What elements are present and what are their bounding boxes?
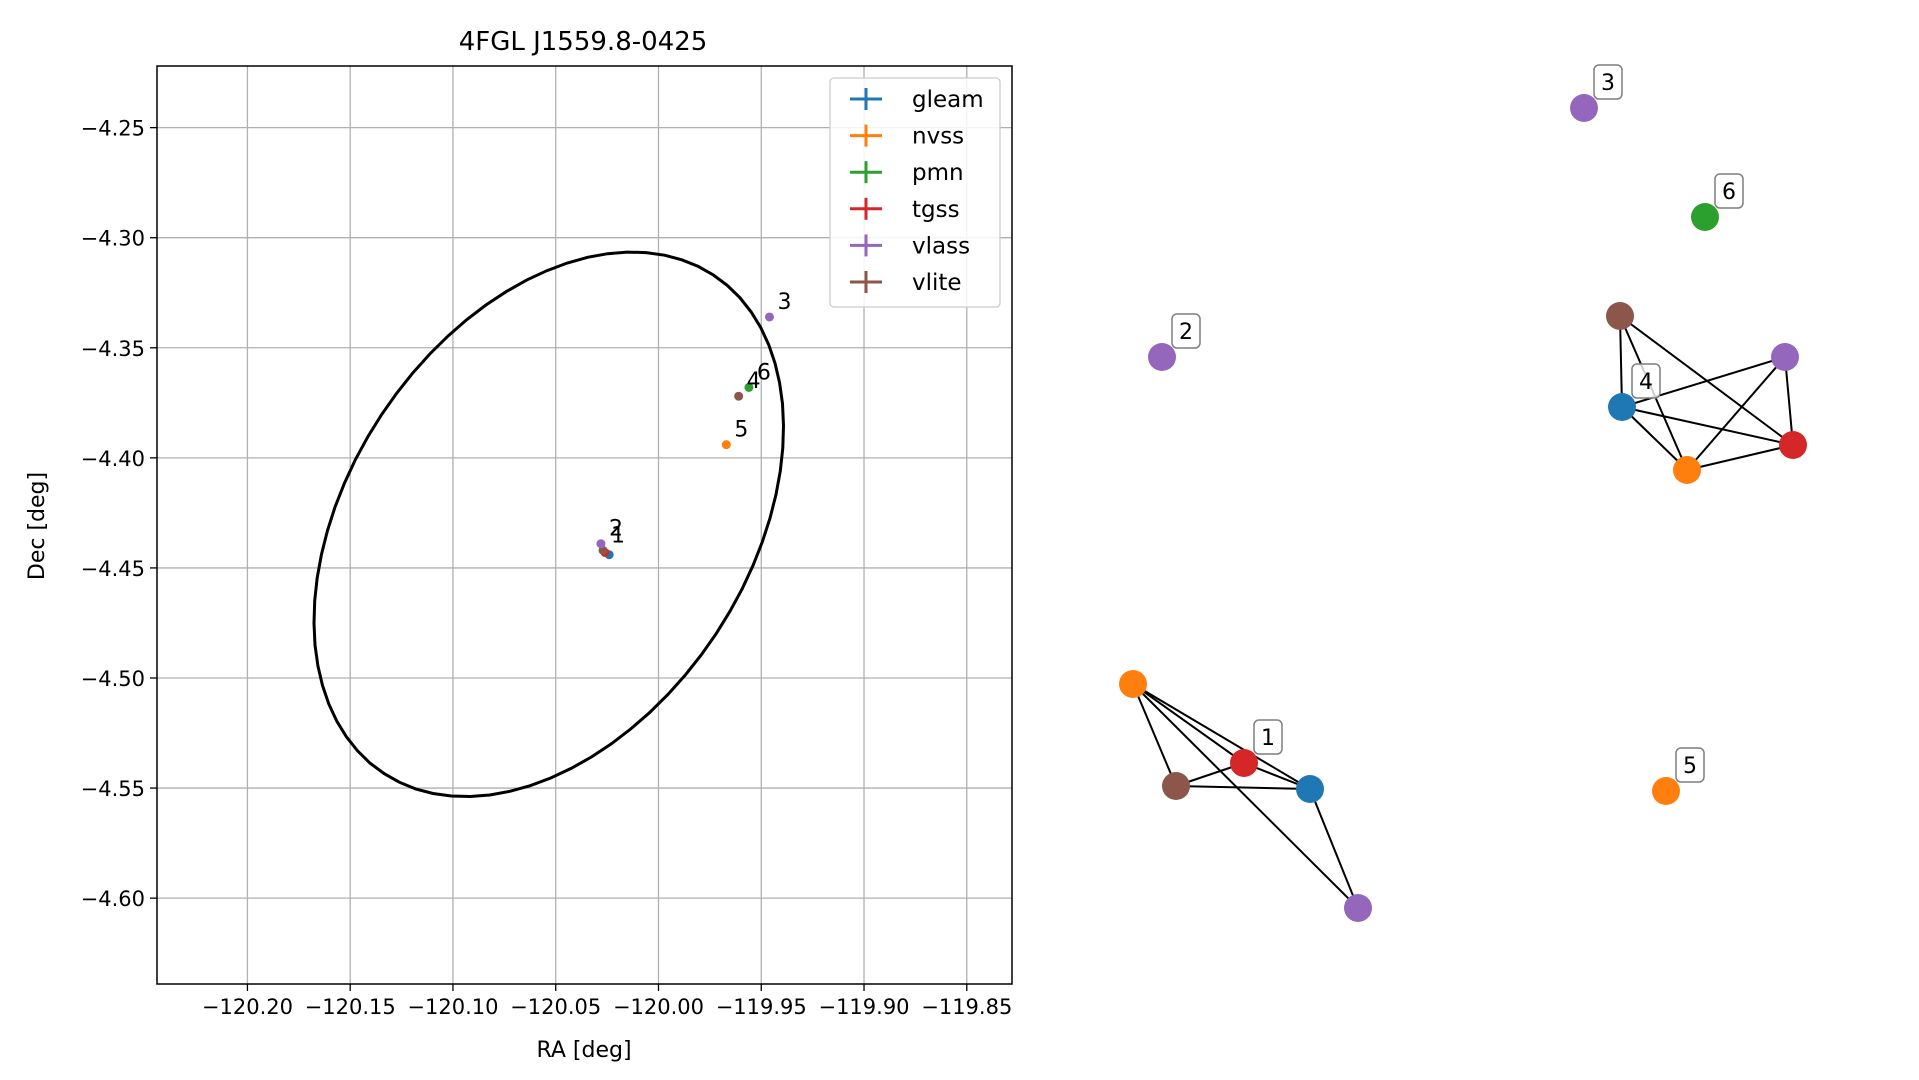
y-tick-label: −4.55 [81, 777, 145, 801]
network-node-vlass [1570, 94, 1598, 122]
network-node-gleam [1608, 393, 1636, 421]
legend-label-vlass: vlass [912, 233, 970, 259]
network-edge [1621, 406, 1794, 446]
legend-label-gleam: gleam [912, 87, 984, 113]
grid [157, 66, 1012, 984]
data-point-pmn [744, 382, 754, 392]
network-edge [1132, 683, 1359, 909]
network-node-tgss [1230, 749, 1258, 777]
x-tick-label: −120.20 [202, 995, 293, 1019]
data-point-vlite [734, 391, 744, 401]
network-graph: 2 3 6 5 4 1 [1119, 64, 1807, 922]
legend: gleam nvss pmn tgss vlass vlite [829, 77, 1001, 308]
plot-frame [156, 65, 1013, 985]
x-tick-label: −120.10 [407, 995, 498, 1019]
data-point-vlass [596, 539, 606, 549]
y-tick-label: −4.50 [81, 667, 145, 691]
node-label: 5 [1683, 754, 1697, 779]
x-tick-label: −120.15 [305, 995, 396, 1019]
network-node-vlite [1162, 772, 1190, 800]
node-label: 1 [1261, 726, 1275, 751]
network-node-nvss [1652, 777, 1680, 805]
node-label-box [1631, 363, 1661, 399]
network-node-vlass [1771, 343, 1799, 371]
y-tick-label: −4.30 [81, 227, 145, 251]
network-edge [1132, 683, 1311, 790]
point-label: 2 [609, 517, 623, 542]
y-tick-label: −4.25 [81, 117, 145, 141]
y-tick-label: −4.40 [81, 447, 145, 471]
network-node-pmn [1691, 203, 1719, 231]
network-edge [1132, 683, 1177, 787]
network-edge [1132, 683, 1245, 764]
node-label: 4 [1639, 370, 1653, 395]
network-edge [1309, 788, 1359, 909]
x-axis-label: RA [deg] [536, 1038, 631, 1063]
network-edge [1621, 406, 1688, 471]
y-tick-label: −4.35 [81, 337, 145, 361]
legend-label-tgss: tgss [912, 197, 960, 223]
x-tick-label: −120.00 [613, 995, 704, 1019]
network-edge [1686, 444, 1794, 471]
node-label: 2 [1179, 320, 1193, 345]
network-node-tgss [1779, 431, 1807, 459]
x-tick-label: −119.95 [716, 995, 807, 1019]
point-label: 4 [747, 369, 761, 394]
point-label: 3 [777, 290, 791, 315]
point-label: 1 [611, 523, 625, 548]
x-tick-label: −119.90 [818, 995, 909, 1019]
point-label: 5 [734, 418, 748, 443]
y-tick-label: −4.45 [81, 557, 145, 581]
node-label-box [1593, 64, 1623, 100]
node-label-box [1675, 747, 1705, 783]
node-label-box [1171, 313, 1201, 349]
network-node-vlite [1606, 302, 1634, 330]
data-point-nvss [721, 440, 731, 450]
network-edge [1784, 356, 1794, 446]
network-edge [1175, 785, 1311, 790]
node-label-box [1714, 173, 1744, 209]
network-node-nvss [1673, 456, 1701, 484]
network-node-gleam [1296, 775, 1324, 803]
point-label: 6 [757, 360, 771, 385]
x-tick-label: −119.85 [921, 995, 1012, 1019]
network-nodes: 2 3 6 5 4 1 [1119, 64, 1807, 922]
legend-label-pmn: pmn [912, 160, 964, 186]
y-tick-label: −4.60 [81, 887, 145, 911]
data-point-vlass [764, 312, 774, 322]
network-node-vlass [1344, 894, 1372, 922]
x-tick-label: −120.05 [510, 995, 601, 1019]
node-label-box [1253, 719, 1283, 755]
node-label: 6 [1722, 180, 1736, 205]
network-node-vlass [1148, 343, 1176, 371]
network-edges [1132, 315, 1794, 909]
legend-label-nvss: nvss [912, 124, 964, 150]
y-axis-label: Dec [deg] [25, 472, 50, 580]
network-edge [1619, 315, 1623, 408]
ticks: −120.20 −120.15 −120.10 −120.05 −120.00 −119.… [81, 117, 1013, 1019]
node-label: 3 [1601, 71, 1615, 96]
error-ellipse [312, 250, 786, 799]
chart-title: 4FGL J1559.8-0425 [459, 27, 708, 57]
network-node-nvss [1119, 670, 1147, 698]
network-edge [1686, 356, 1786, 471]
legend-label-vlite: vlite [912, 270, 962, 296]
